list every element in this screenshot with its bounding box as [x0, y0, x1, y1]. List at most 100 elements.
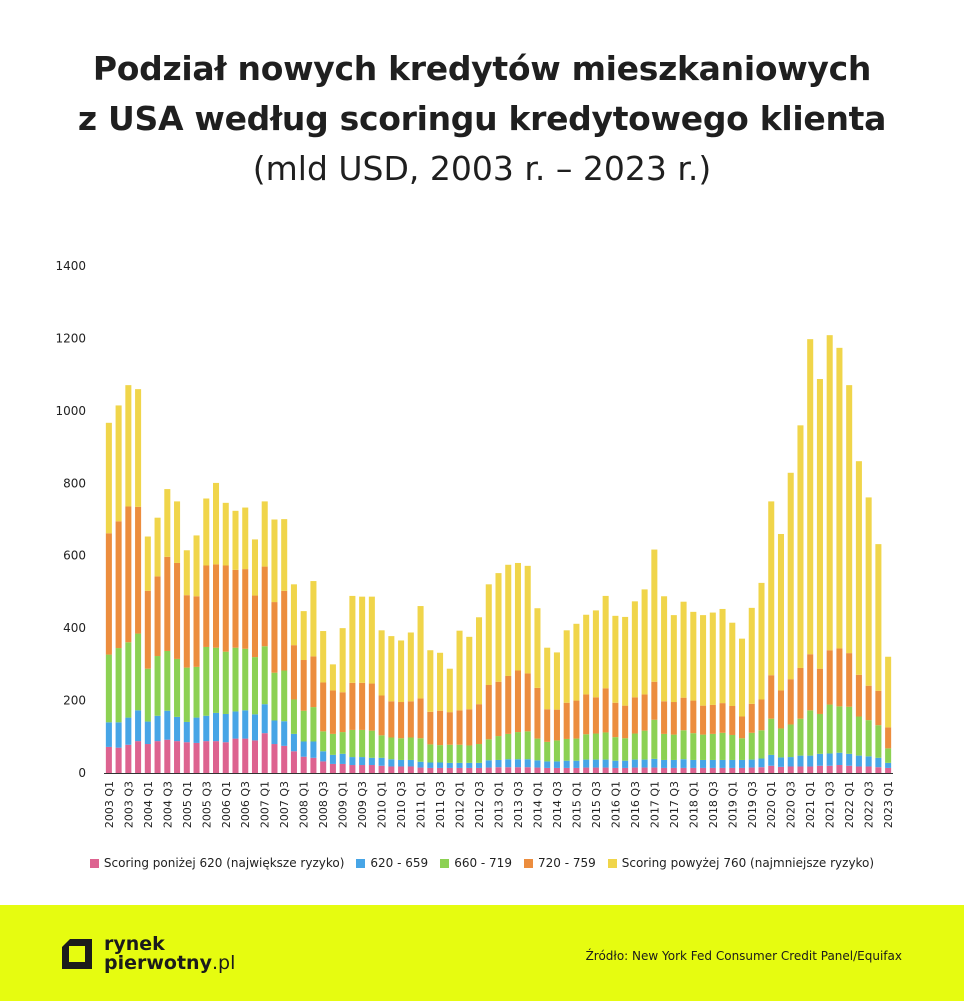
- x-tick-label: 2011 Q1: [415, 781, 428, 828]
- bar-segment: [865, 497, 872, 686]
- bar-segment: [407, 766, 414, 773]
- bar-segment: [456, 744, 463, 763]
- bar-segment: [476, 617, 483, 705]
- bar-segment: [222, 565, 229, 652]
- bar-segment: [836, 648, 843, 707]
- x-tick-label: 2016 Q3: [629, 781, 642, 828]
- bar-segment: [602, 759, 609, 768]
- bar-segment: [846, 385, 853, 654]
- bar-segment: [709, 612, 716, 705]
- x-tick-label: 2003 Q3: [122, 781, 135, 828]
- bar-segment: [329, 690, 336, 734]
- bar-segment: [339, 753, 346, 764]
- bar-segment: [378, 757, 385, 766]
- bar-segment: [427, 650, 434, 712]
- bar-segment: [407, 632, 414, 702]
- bar-segment: [592, 759, 599, 768]
- bar-segment: [680, 730, 687, 760]
- bar-segment: [826, 650, 833, 705]
- bar-segment: [300, 756, 307, 773]
- bar-segment: [446, 762, 453, 768]
- bar-segment: [573, 767, 580, 773]
- bar-segment: [437, 767, 444, 773]
- bar-segment: [768, 754, 775, 766]
- bar-segment: [105, 746, 112, 773]
- bar-segment: [203, 646, 210, 716]
- bar-segment: [329, 664, 336, 691]
- bar-segment: [553, 740, 560, 762]
- bar-segment: [125, 717, 132, 745]
- bar-segment: [144, 721, 151, 745]
- bar-segment: [583, 694, 590, 735]
- bar-segment: [651, 681, 658, 720]
- bar-segment: [544, 709, 551, 742]
- bar-segment: [700, 705, 707, 735]
- bar-segment: [777, 757, 784, 767]
- bar-segment: [203, 715, 210, 742]
- bar-segment: [368, 757, 375, 766]
- bar-segment: [368, 765, 375, 773]
- bar-segment: [135, 710, 142, 742]
- bar-segment: [816, 378, 823, 669]
- bar-segment: [690, 700, 697, 734]
- bar-segment: [427, 711, 434, 745]
- bar-segment: [505, 759, 512, 768]
- legend-label: 660 - 719: [454, 856, 512, 870]
- bar-segment: [485, 760, 492, 768]
- bar-segment: [281, 670, 288, 722]
- bar-segment: [290, 733, 297, 752]
- bar-segment: [388, 636, 395, 702]
- bar-segment: [174, 716, 181, 742]
- bar-segment: [495, 681, 502, 737]
- bar-segment: [573, 700, 580, 739]
- bar-segment: [329, 763, 336, 773]
- bar-segment: [368, 730, 375, 758]
- bar-segment: [359, 729, 366, 758]
- bar-segment: [115, 405, 122, 522]
- bar-segment: [758, 758, 765, 768]
- legend-swatch: [607, 858, 617, 868]
- bar-segment: [349, 729, 356, 758]
- bar-segment: [602, 767, 609, 773]
- brand-logo[interactable]: rynek pierwotny.pl: [60, 935, 235, 973]
- bar-segment: [290, 645, 297, 700]
- bar-segment: [339, 628, 346, 693]
- bar-segment: [875, 757, 882, 768]
- bar-segment: [865, 720, 872, 757]
- bar-segment: [680, 767, 687, 773]
- bar-segment: [271, 602, 278, 673]
- bar-segment: [271, 519, 278, 603]
- x-tick-label: 2020 Q3: [785, 781, 798, 828]
- bar-segment: [417, 738, 424, 762]
- bar-segment: [466, 745, 473, 763]
- bar-segment: [125, 642, 132, 718]
- bar-segment: [144, 744, 151, 773]
- bar-segment: [700, 734, 707, 760]
- footer-bar: rynek pierwotny.pl Źródło: New York Fed …: [0, 905, 964, 1001]
- bar-segment: [836, 765, 843, 773]
- bar-segment: [758, 699, 765, 731]
- bar-segment: [485, 739, 492, 761]
- bar-segment: [222, 742, 229, 773]
- bar-segment: [855, 674, 862, 717]
- bar-segment: [144, 536, 151, 591]
- bar-segment: [505, 675, 512, 734]
- bar-segment: [290, 584, 297, 646]
- legend-label: 720 - 759: [537, 856, 596, 870]
- x-tick-label: 2015 Q3: [590, 781, 603, 828]
- bar-segment: [310, 757, 317, 773]
- bar-segment: [213, 712, 220, 742]
- bar-segment: [739, 738, 746, 760]
- bar-segment: [592, 697, 599, 734]
- bar-segment: [417, 698, 424, 739]
- bar-segment: [466, 762, 473, 768]
- chart-title-line2: z USA według scoringu kredytowego klient…: [77, 99, 887, 138]
- bar-segment: [573, 760, 580, 768]
- bar-segment: [242, 569, 249, 649]
- bar-segment: [826, 335, 833, 651]
- legend-label: 620 - 659: [370, 856, 429, 870]
- legend-swatch: [440, 858, 450, 868]
- bar-segment: [213, 482, 220, 565]
- bar-segment: [183, 667, 190, 722]
- bar-segment: [846, 653, 853, 707]
